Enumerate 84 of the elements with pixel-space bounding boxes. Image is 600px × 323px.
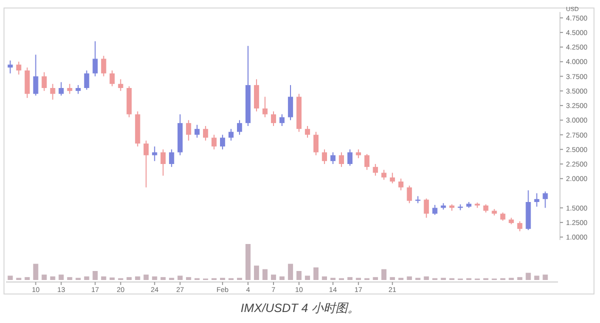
bar [288,264,294,280]
candlestick [262,96,268,118]
candlestick [432,204,438,216]
candlestick [347,148,352,166]
candlestick [160,148,166,176]
bar [135,276,140,280]
candlestick [16,61,22,76]
candlestick [270,110,276,126]
bar [67,277,72,280]
candlestick [110,70,115,87]
bar [24,277,30,280]
bar [372,277,378,280]
bar [92,271,98,280]
candlestick [92,40,98,77]
candlestick [194,124,200,138]
candlestick [406,185,412,204]
candlestick [24,67,30,98]
text: IMX/USDT 4 小时图。 [240,301,360,315]
candlestick [254,78,260,112]
candlestick [169,148,174,168]
bar [322,276,328,280]
candlestick [534,192,540,208]
bar [110,277,115,280]
bar [517,277,522,280]
candlestick [330,152,336,164]
bar [42,274,47,280]
bar [526,272,531,280]
candlestick [322,148,328,164]
candlestick [212,134,217,150]
bar [304,276,310,280]
bar [178,276,183,280]
bar [254,266,260,280]
bar [534,276,540,280]
bar [390,277,395,280]
bar [296,271,302,280]
bar [160,277,166,280]
bar [101,276,106,280]
bar [313,267,319,280]
bar [58,274,64,280]
bar [245,244,251,280]
candlestick [144,140,149,188]
candlestick [338,152,344,168]
bar [144,274,149,280]
candlestick [398,178,404,191]
candlestick [542,190,548,208]
candlestick [424,198,429,218]
bar [406,276,412,280]
bar [262,269,268,280]
candlestick [313,131,319,156]
candlestick [67,83,72,94]
bar [270,274,276,280]
bar [33,264,38,280]
candlestick [220,134,226,150]
candlestick [186,120,192,142]
bar [84,276,90,280]
bar [347,277,352,280]
candlestick [381,169,386,180]
candlestick [288,84,294,121]
candlestick [372,164,378,176]
candlestick [58,82,64,96]
candlestick [304,126,310,138]
candlestick [517,220,522,232]
bar [126,277,132,280]
bar [279,276,285,280]
candlestick [84,70,90,90]
candlestick [390,172,395,184]
candlestick [42,72,47,92]
candlestick [364,154,370,170]
bar [50,276,56,280]
bar [8,276,13,280]
candlestick [50,83,56,100]
bar [186,277,192,280]
bar [381,269,386,280]
candlestick [33,54,38,96]
bar [424,276,429,280]
candlestick [203,126,208,142]
candlestick [228,128,234,142]
candlestick [236,120,242,136]
bar [542,274,548,280]
candlestick [101,55,106,77]
candlestick [118,78,124,92]
candlestick [279,114,285,126]
candlestick [8,60,13,74]
bar [152,276,158,280]
